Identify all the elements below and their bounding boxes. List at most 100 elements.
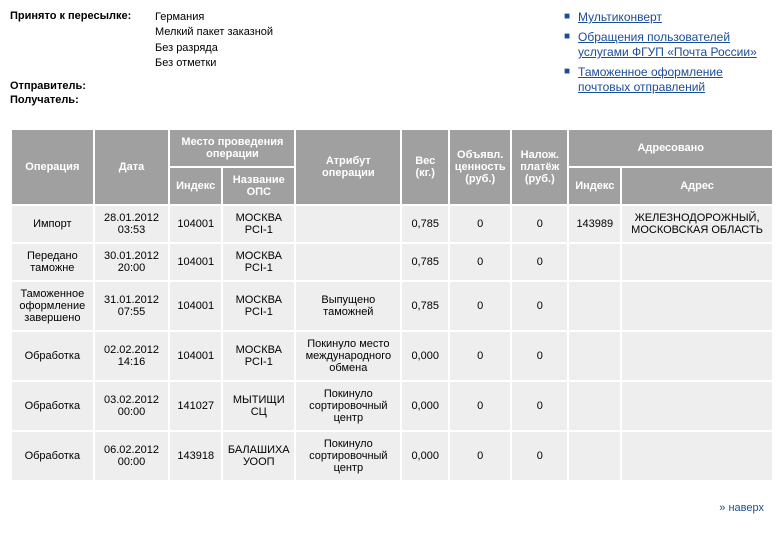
- cell-operation: Таможенное оформление завершено: [12, 282, 93, 330]
- sidebar-link-item: ■ Мультиконверт: [564, 10, 774, 26]
- cell-addr: [622, 332, 772, 380]
- cell-ops: МОСКВА PCI-1: [223, 282, 294, 330]
- cell-decl: 0: [450, 332, 510, 380]
- cell-date: 06.02.2012 00:00: [95, 432, 169, 480]
- back-to-top-label: наверх: [728, 502, 764, 514]
- recipient-row: Получатель:: [10, 94, 273, 106]
- cell-date: 28.01.2012 03:53: [95, 206, 169, 242]
- cell-weight: 0,000: [402, 382, 448, 430]
- table-body: Импорт28.01.2012 03:53104001МОСКВА PCI-1…: [12, 206, 772, 480]
- cell-date: 31.01.2012 07:55: [95, 282, 169, 330]
- cell-ops: МОСКВА PCI-1: [223, 244, 294, 280]
- cell-attr: [296, 206, 400, 242]
- cell-addr: [622, 432, 772, 480]
- cell-decl: 0: [450, 206, 510, 242]
- accepted-value: Мелкий пакет заказной: [155, 25, 273, 40]
- accepted-value: Без разряда: [155, 41, 273, 56]
- cell-index: 104001: [170, 282, 221, 330]
- cell-weight: 0,000: [402, 332, 448, 380]
- top-section: Принято к пересылке: ГерманияМелкий паке…: [10, 10, 774, 108]
- cell-cod: 0: [512, 382, 567, 430]
- sidebar-link[interactable]: Обращения пользователей услугами ФГУП «П…: [578, 30, 774, 61]
- shipment-summary: Принято к пересылке: ГерманияМелкий паке…: [10, 10, 273, 108]
- sender-label: Отправитель:: [10, 80, 155, 92]
- cell-attr: Покинуло сортировочный центр: [296, 382, 400, 430]
- cell-attr: Выпущено таможней: [296, 282, 400, 330]
- cell-date: 30.01.2012 20:00: [95, 244, 169, 280]
- cell-cod: 0: [512, 244, 567, 280]
- bullet-icon: ■: [564, 30, 570, 61]
- cell-decl: 0: [450, 282, 510, 330]
- cell-attr: Покинуло сортировочный центр: [296, 432, 400, 480]
- col-date: Дата: [95, 130, 169, 204]
- accepted-label: Принято к пересылке:: [10, 10, 155, 72]
- col-addr-index: Индекс: [569, 168, 620, 204]
- cell-operation: Передано таможне: [12, 244, 93, 280]
- table-row: Обработка06.02.2012 00:00143918БАЛАШИХА …: [12, 432, 772, 480]
- cell-addr: [622, 382, 772, 430]
- cell-index: 141027: [170, 382, 221, 430]
- accepted-row: Принято к пересылке: ГерманияМелкий паке…: [10, 10, 273, 72]
- bullet-icon: ■: [564, 10, 570, 26]
- cell-operation: Обработка: [12, 332, 93, 380]
- col-cod: Налож. платёж (руб.): [512, 130, 567, 204]
- col-attribute: Атрибут операции: [296, 130, 400, 204]
- cell-cod: 0: [512, 206, 567, 242]
- cell-index: 104001: [170, 332, 221, 380]
- cell-addr: [622, 244, 772, 280]
- cell-aidx: [569, 282, 620, 330]
- col-address: Адрес: [622, 168, 772, 204]
- cell-date: 03.02.2012 00:00: [95, 382, 169, 430]
- sidebar-link-item: ■ Таможенное оформление почтовых отправле…: [564, 65, 774, 96]
- cell-ops: МОСКВА PCI-1: [223, 332, 294, 380]
- sender-row: Отправитель:: [10, 80, 273, 92]
- cell-aidx: [569, 332, 620, 380]
- cell-cod: 0: [512, 432, 567, 480]
- table-row: Передано таможне30.01.2012 20:00104001МО…: [12, 244, 772, 280]
- table-header: Операция Дата Место проведения операции …: [12, 130, 772, 204]
- cell-operation: Обработка: [12, 432, 93, 480]
- cell-operation: Обработка: [12, 382, 93, 430]
- cell-aidx: [569, 432, 620, 480]
- bullet-icon: ■: [564, 65, 570, 96]
- tracking-table: Операция Дата Место проведения операции …: [10, 128, 774, 482]
- recipient-label: Получатель:: [10, 94, 155, 106]
- accepted-values: ГерманияМелкий пакет заказнойБез разряда…: [155, 10, 273, 72]
- cell-aidx: 143989: [569, 206, 620, 242]
- col-operation: Операция: [12, 130, 93, 204]
- cell-ops: БАЛАШИХА УООП: [223, 432, 294, 480]
- cell-weight: 0,785: [402, 282, 448, 330]
- cell-decl: 0: [450, 382, 510, 430]
- col-weight: Вес (кг.): [402, 130, 448, 204]
- cell-weight: 0,785: [402, 244, 448, 280]
- cell-addr: ЖЕЛЕЗНОДОРОЖНЫЙ, МОСКОВСКАЯ ОБЛАСТЬ: [622, 206, 772, 242]
- col-declared: Объявл. ценность (руб.): [450, 130, 510, 204]
- table-row: Таможенное оформление завершено31.01.201…: [12, 282, 772, 330]
- cell-index: 104001: [170, 206, 221, 242]
- cell-ops: МЫТИЩИ СЦ: [223, 382, 294, 430]
- table-row: Импорт28.01.2012 03:53104001МОСКВА PCI-1…: [12, 206, 772, 242]
- cell-attr: Покинуло место международного обмена: [296, 332, 400, 380]
- cell-aidx: [569, 382, 620, 430]
- cell-addr: [622, 282, 772, 330]
- back-to-top[interactable]: » наверх: [10, 502, 774, 514]
- cell-weight: 0,785: [402, 206, 448, 242]
- sidebar-links: ■ Мультиконверт ■ Обращения пользователей у…: [564, 10, 774, 108]
- table-row: Обработка02.02.2012 14:16104001МОСКВА PC…: [12, 332, 772, 380]
- cell-ops: МОСКВА PCI-1: [223, 206, 294, 242]
- cell-date: 02.02.2012 14:16: [95, 332, 169, 380]
- sidebar-link[interactable]: Мультиконверт: [578, 10, 662, 26]
- cell-attr: [296, 244, 400, 280]
- col-ops: Название ОПС: [223, 168, 294, 204]
- accepted-value: Германия: [155, 10, 273, 25]
- accepted-value: Без отметки: [155, 56, 273, 71]
- cell-decl: 0: [450, 432, 510, 480]
- cell-cod: 0: [512, 332, 567, 380]
- cell-weight: 0,000: [402, 432, 448, 480]
- arrow-icon: »: [719, 502, 725, 514]
- table-row: Обработка03.02.2012 00:00141027МЫТИЩИ СЦ…: [12, 382, 772, 430]
- col-index: Индекс: [170, 168, 221, 204]
- sidebar-link-item: ■ Обращения пользователей услугами ФГУП «…: [564, 30, 774, 61]
- sidebar-link[interactable]: Таможенное оформление почтовых отправлен…: [578, 65, 774, 96]
- cell-aidx: [569, 244, 620, 280]
